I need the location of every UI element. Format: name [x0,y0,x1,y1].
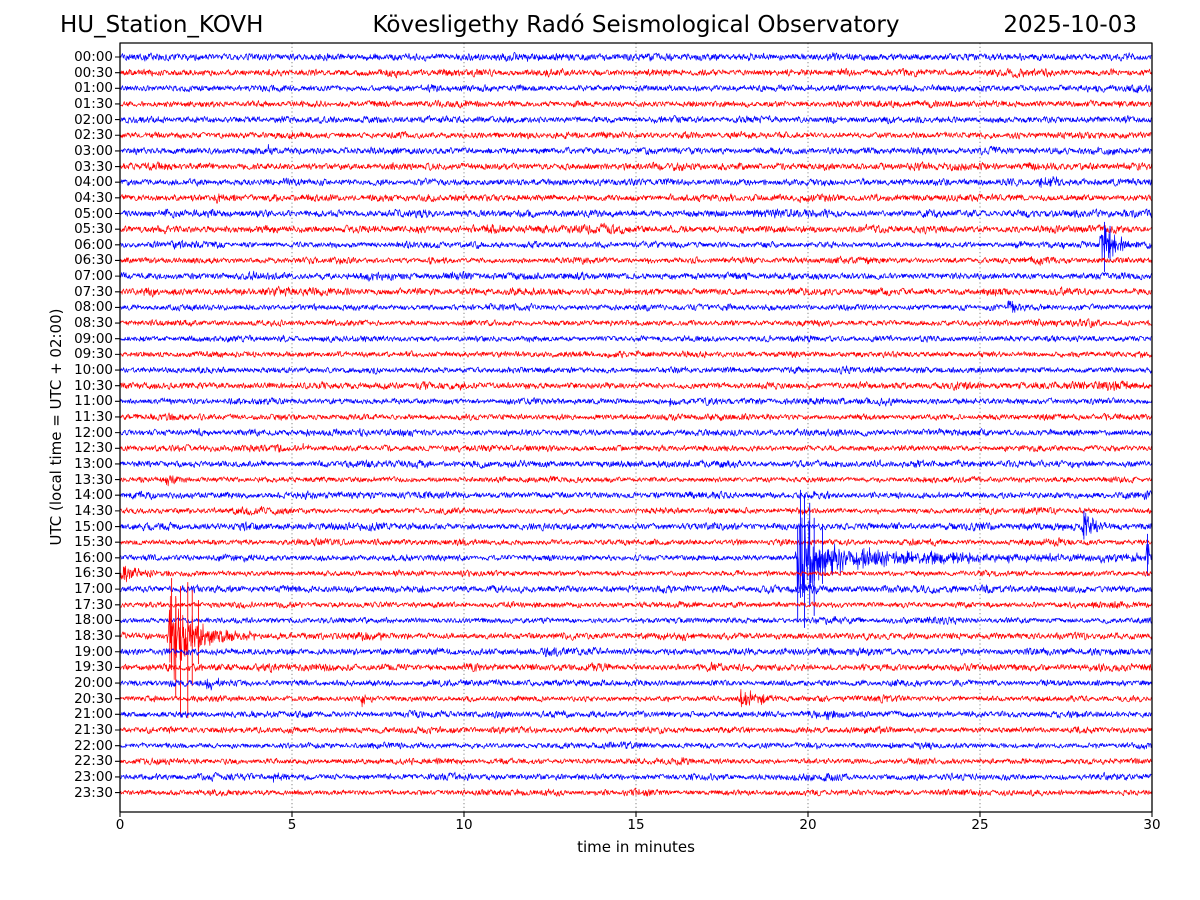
y-tick-label: 20:30 [74,690,113,707]
x-tick-label: 20 [799,817,817,833]
y-tick-label: 21:00 [74,706,113,723]
y-tick-label: 20:00 [74,675,113,692]
y-tick-label: 02:30 [74,127,113,144]
y-tick-label: 10:30 [74,377,113,394]
x-tick-label: 30 [1143,817,1161,833]
y-tick-label: 07:30 [74,283,113,300]
y-tick-label: 01:00 [74,80,113,97]
y-axis-label: UTC (local time = UTC + 02:00) [47,308,65,546]
y-tick-label: 15:00 [74,518,113,535]
y-tick-label: 19:30 [74,659,113,676]
observatory-title: Kövesligethy Radó Seismological Observat… [372,12,900,38]
y-tick-label: 23:00 [74,768,113,785]
x-tick-label: 10 [455,817,473,833]
x-axis-label: time in minutes [577,838,695,856]
x-tick-label: 5 [287,817,297,833]
y-tick-label: 07:00 [74,268,113,285]
y-tick-label: 14:00 [74,487,113,504]
x-tick-label: 25 [971,817,989,833]
y-tick-label: 08:30 [74,315,113,332]
y-tick-label: 00:00 [74,49,113,65]
y-tick-label: 18:00 [74,612,113,629]
y-tick-label: 11:00 [74,393,113,410]
station-title: HU_Station_KOVH [60,12,264,38]
y-tick-label: 02:00 [74,111,113,128]
y-tick-label: 11:30 [74,408,113,425]
y-tick-label: 17:30 [74,596,113,613]
y-tick-label: 05:30 [74,221,113,238]
y-tick-label: 16:00 [74,549,113,566]
x-tick-label: 15 [627,817,645,833]
y-tick-label: 09:30 [74,346,113,363]
y-tick-label: 19:00 [74,643,113,660]
y-tick-label: 15:30 [74,534,113,551]
y-tick-label: 06:30 [74,252,113,269]
y-tick-label: 22:30 [74,753,113,770]
y-tick-label: 12:30 [74,440,113,457]
y-tick-label: 21:30 [74,721,113,738]
y-tick-label: 23:30 [74,784,113,801]
y-tick-label: 03:30 [74,158,113,175]
y-tick-label: 22:00 [74,737,113,754]
y-tick-label: 13:30 [74,471,113,488]
y-tick-label: 04:00 [74,174,113,191]
y-tick-label: 14:30 [74,502,113,519]
y-tick-label: 17:00 [74,581,113,598]
y-tick-label: 04:30 [74,189,113,206]
y-tick-label: 18:30 [74,628,113,645]
y-tick-label: 01:30 [74,95,113,112]
x-tick-label: 0 [115,817,125,833]
y-tick-label: 13:00 [74,455,113,472]
y-tick-label: 09:00 [74,330,113,347]
y-tick-label: 12:00 [74,424,113,441]
date-title: 2025-10-03 [1003,12,1137,38]
y-tick-label: 03:00 [74,142,113,159]
y-tick-label: 16:30 [74,565,113,582]
y-tick-label: 00:30 [74,64,113,81]
y-tick-label: 06:00 [74,236,113,253]
y-tick-label: 08:00 [74,299,113,316]
y-tick-label: 05:00 [74,205,113,222]
y-tick-label: 10:00 [74,362,113,379]
